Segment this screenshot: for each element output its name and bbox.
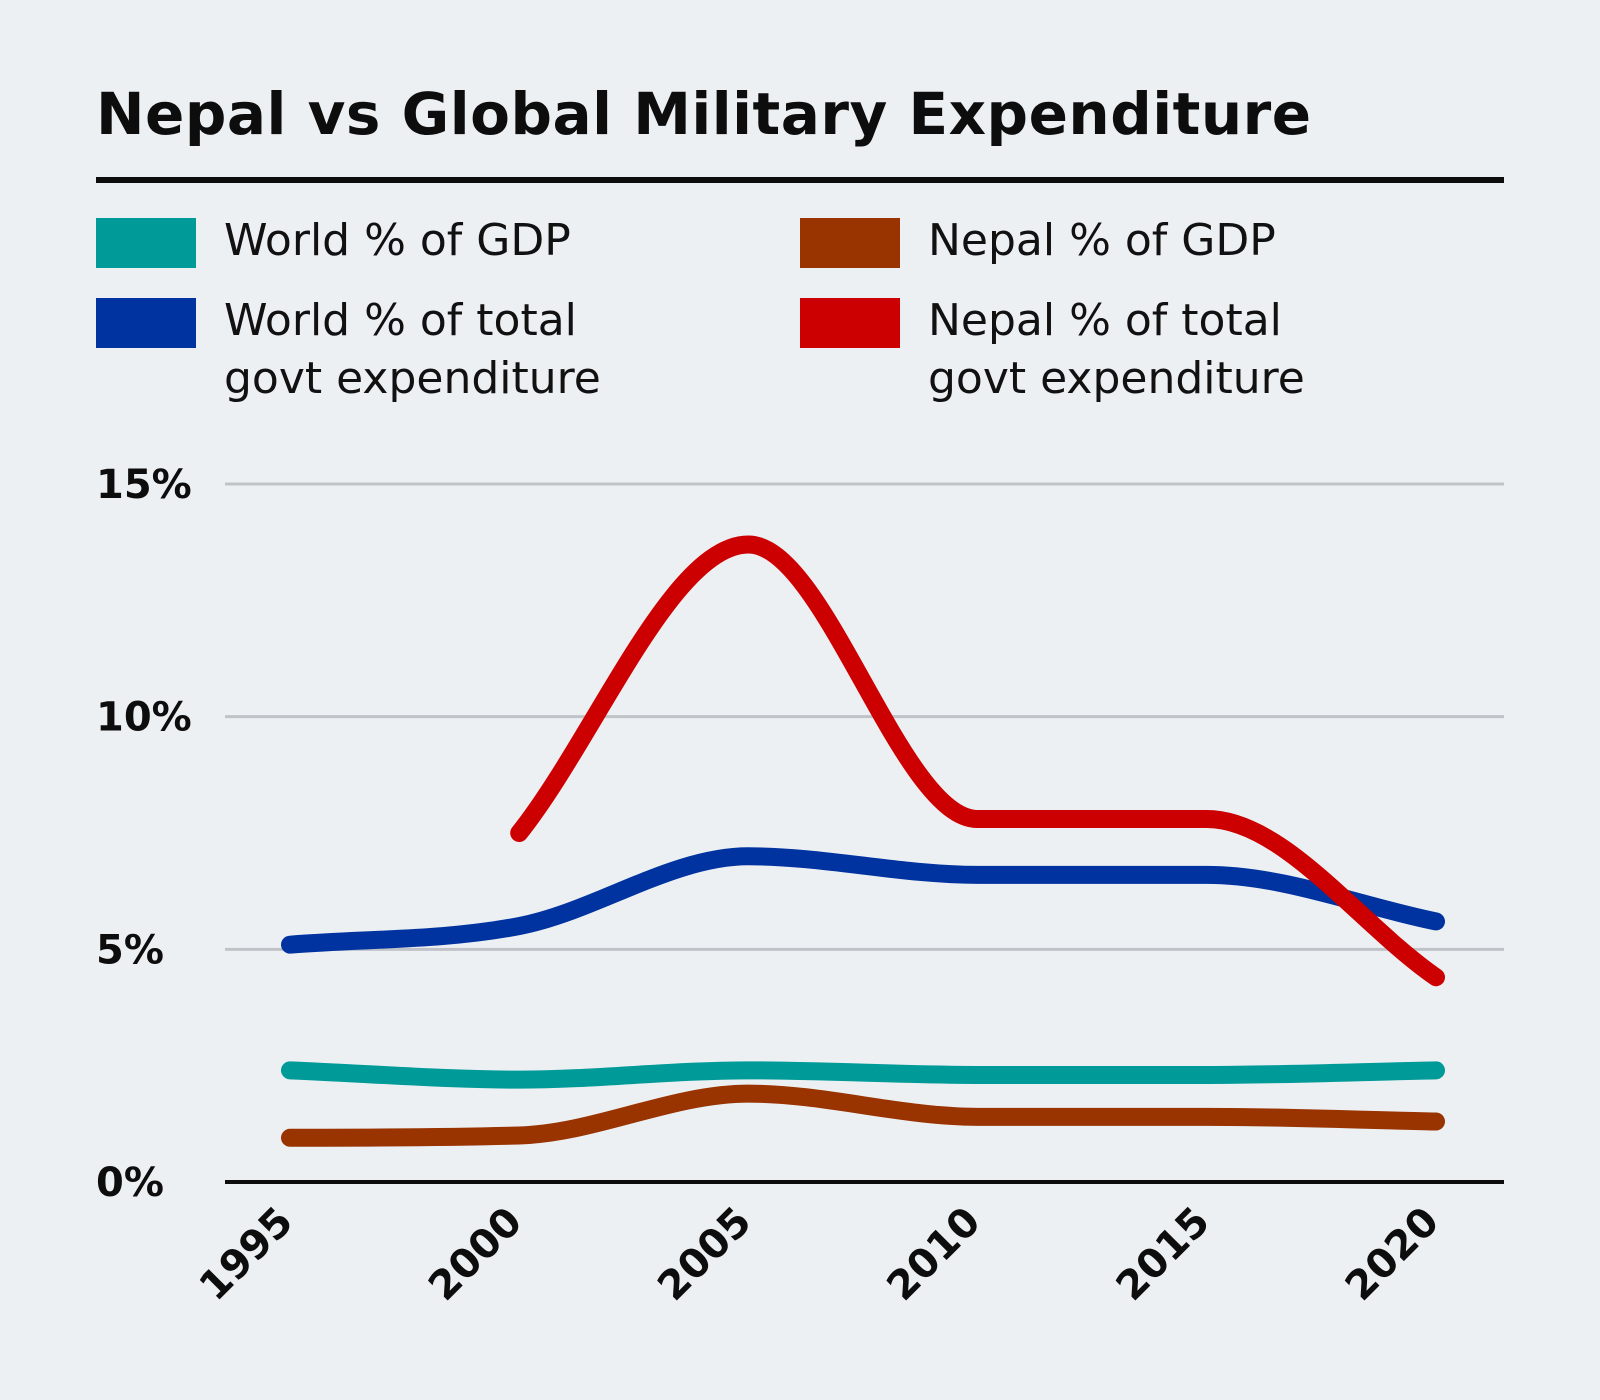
legend-swatch-world-gdp xyxy=(96,218,196,268)
chart-title: Nepal vs Global Military Expenditure xyxy=(96,80,1312,148)
x-tick-label: 2015 xyxy=(1108,1199,1219,1310)
legend-swatch-world-govt xyxy=(96,298,196,348)
x-tick-label: 2020 xyxy=(1337,1199,1448,1310)
legend-label-world-gdp: World % of GDP xyxy=(224,215,571,266)
series-line-0 xyxy=(281,1061,1445,1089)
x-tick-label: 1995 xyxy=(191,1199,302,1310)
legend-label-world-govt: World % of total govt expenditure xyxy=(224,295,601,404)
title-divider xyxy=(96,177,1504,183)
x-tick-label: 2005 xyxy=(649,1199,760,1310)
legend-swatch-nepal-gdp xyxy=(800,218,900,268)
legend-label-nepal-govt: Nepal % of total govt expenditure xyxy=(928,295,1305,404)
y-tick-label: 10% xyxy=(96,695,192,741)
legend-label-nepal-gdp: Nepal % of GDP xyxy=(928,215,1276,266)
series-line-2 xyxy=(281,847,1445,954)
legend-swatch-nepal-govt xyxy=(800,298,900,348)
y-tick-label: 15% xyxy=(96,462,192,508)
y-tick-label: 5% xyxy=(96,927,164,973)
y-tick-label: 0% xyxy=(96,1160,164,1206)
x-tick-label: 2010 xyxy=(878,1199,989,1310)
series-line-1 xyxy=(281,1084,1445,1147)
x-tick-label: 2000 xyxy=(420,1199,531,1310)
series-line-3 xyxy=(510,535,1445,987)
